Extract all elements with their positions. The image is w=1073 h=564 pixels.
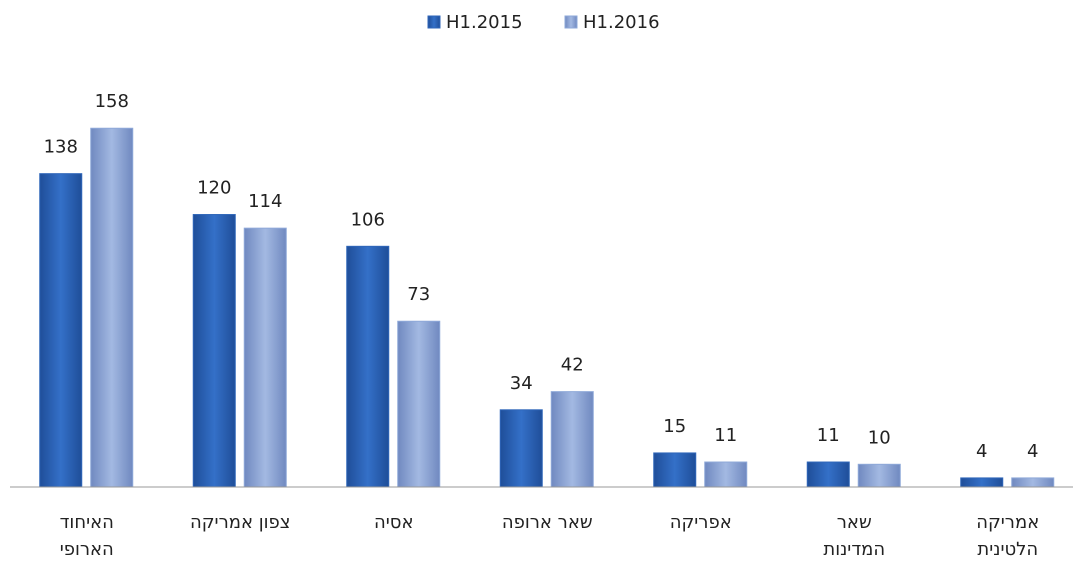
bar bbox=[857, 463, 901, 488]
legend-label: H1.2016 bbox=[583, 12, 660, 33]
data-label: 11 bbox=[714, 425, 737, 446]
data-label: 42 bbox=[561, 355, 584, 376]
data-label: 158 bbox=[95, 91, 129, 112]
bar bbox=[1011, 477, 1055, 488]
x-tick-label: אפריקה bbox=[670, 512, 732, 533]
data-label: 11 bbox=[817, 425, 840, 446]
data-label: 138 bbox=[44, 137, 78, 158]
bar bbox=[550, 391, 594, 488]
data-label: 106 bbox=[351, 209, 385, 230]
bar bbox=[960, 477, 1004, 488]
x-tick-label: האיחוד הארופי bbox=[60, 512, 114, 560]
x-tick-label: שאר המדינות bbox=[823, 512, 885, 560]
x-tick-label: אמריקה הלטינית bbox=[976, 512, 1039, 560]
bar bbox=[397, 320, 441, 488]
x-tick-label: צפון אמריקה bbox=[190, 512, 290, 533]
bar bbox=[39, 173, 83, 488]
bar bbox=[192, 214, 236, 488]
x-tick-label: שאר ארופה bbox=[502, 512, 593, 533]
bar bbox=[653, 452, 697, 488]
data-label: 34 bbox=[510, 373, 533, 394]
data-label: 73 bbox=[407, 284, 430, 305]
data-label: 120 bbox=[197, 178, 231, 199]
bar bbox=[346, 245, 390, 488]
bar bbox=[704, 461, 748, 488]
data-label: 10 bbox=[868, 427, 891, 448]
legend-swatch bbox=[564, 15, 578, 29]
data-label: 4 bbox=[976, 441, 987, 462]
data-label: 15 bbox=[663, 416, 686, 437]
bar bbox=[243, 227, 287, 488]
bar bbox=[90, 127, 134, 488]
data-label: 4 bbox=[1027, 441, 1038, 462]
bar bbox=[499, 409, 543, 488]
data-label: 114 bbox=[248, 191, 282, 212]
x-tick-label: אסיה bbox=[374, 512, 414, 533]
legend-swatch bbox=[427, 15, 441, 29]
bar bbox=[806, 461, 850, 488]
legend-label: H1.2015 bbox=[446, 12, 523, 33]
